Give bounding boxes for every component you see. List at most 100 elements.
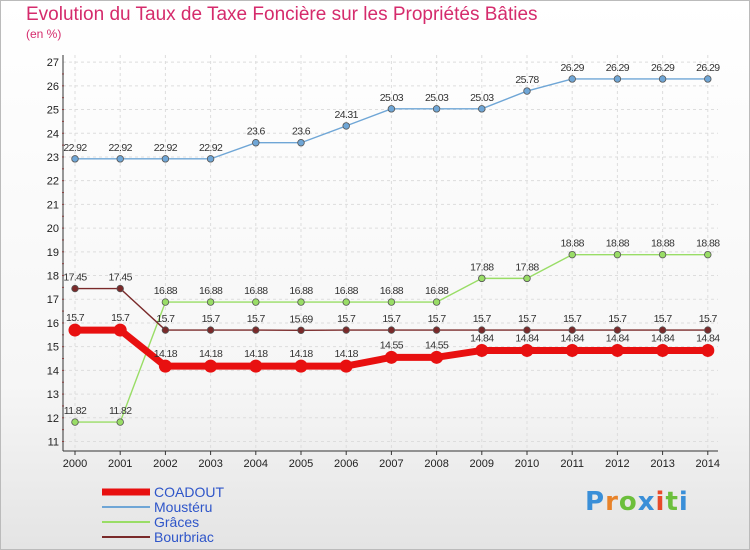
data-label-coadout-2012: 14.84 (606, 332, 630, 344)
y-tick-label-19: 19 (47, 247, 59, 259)
y-tick-label-23: 23 (47, 152, 59, 164)
x-tick-label-2003: 2003 (198, 458, 222, 470)
data-label-gr-ces-2012: 18.88 (606, 238, 630, 250)
data-label-gr-ces-2008: 16.88 (425, 285, 449, 297)
data-point-moust-ru-2013 (658, 75, 667, 83)
data-label-coadout-2003: 14.18 (199, 348, 223, 360)
data-point-moust-ru-2007 (387, 105, 396, 113)
data-label-bourbriac-2007: 15.7 (382, 313, 401, 325)
grid (63, 55, 718, 451)
data-point-gr-ces-2014 (704, 250, 712, 259)
data-point-bourbriac-2013 (658, 326, 667, 334)
data-label-gr-ces-2004: 16.88 (244, 285, 268, 297)
data-label-gr-ces-2009: 17.88 (470, 261, 494, 273)
data-point-moust-ru-2009 (478, 105, 486, 113)
data-point-coadout-2003 (204, 359, 218, 373)
data-label-moust-ru-2003: 22.92 (199, 142, 223, 154)
data-label-coadout-2011: 14.84 (561, 332, 585, 344)
data-label-bourbriac-2002: 15.7 (156, 313, 175, 325)
logo-letter: P (585, 487, 606, 517)
y-tick-label-16: 16 (47, 318, 59, 330)
data-label-gr-ces-2006: 16.88 (335, 285, 359, 297)
data-point-coadout-2008 (430, 350, 444, 364)
data-label-gr-ces-2001: 11.82 (109, 405, 132, 417)
y-tick-label-24: 24 (47, 128, 59, 140)
unit-label: (en %) (26, 27, 62, 41)
data-label-coadout-2007: 14.55 (380, 339, 404, 351)
data-point-coadout-2011 (565, 343, 579, 357)
y-tick-label-21: 21 (47, 199, 59, 211)
data-label-moust-ru-2007: 25.03 (380, 92, 404, 104)
logo-letter: t (665, 487, 679, 517)
y-tick-label-12: 12 (47, 413, 59, 425)
data-point-bourbriac-2009 (478, 326, 486, 334)
data-label-coadout-2000: 15.7 (66, 312, 85, 324)
data-label-coadout-2001: 15.7 (111, 312, 130, 324)
data-point-moust-ru-2010 (523, 87, 531, 95)
x-tick-label-2001: 2001 (108, 458, 132, 470)
data-label-gr-ces-2002: 16.88 (154, 285, 178, 297)
legend-label-gr-ces: Grâces (154, 514, 199, 530)
data-label-coadout-2005: 14.18 (289, 348, 313, 360)
data-label-coadout-2013: 14.84 (651, 332, 675, 344)
y-tick-label-25: 25 (47, 105, 59, 117)
chart-title: Evolution du Taux de Taxe Foncière sur l… (26, 4, 538, 25)
data-label-moust-ru-2010: 25.78 (515, 74, 539, 86)
data-label-moust-ru-2014: 26.29 (696, 62, 720, 74)
data-point-bourbriac-2011 (568, 326, 576, 334)
data-label-coadout-2008: 14.55 (425, 339, 449, 351)
data-point-moust-ru-2008 (432, 105, 441, 113)
data-point-coadout-2000 (68, 323, 82, 337)
data-point-moust-ru-2001 (116, 155, 124, 163)
legend-label-coadout: COADOUT (154, 484, 224, 500)
data-point-coadout-2010 (520, 343, 534, 357)
data-label-bourbriac-2014: 15.7 (699, 313, 718, 325)
data-point-bourbriac-2008 (432, 326, 441, 334)
data-point-bourbriac-2006 (342, 326, 350, 334)
data-label-bourbriac-2003: 15.7 (202, 313, 221, 325)
data-point-bourbriac-2004 (252, 326, 260, 334)
data-point-moust-ru-2014 (704, 75, 712, 83)
data-label-bourbriac-2000: 17.45 (63, 272, 87, 284)
x-tick-label-2004: 2004 (244, 458, 268, 470)
data-point-bourbriac-2005 (297, 326, 305, 335)
data-label-bourbriac-2005: 15.69 (289, 313, 313, 325)
logo-letter: i (678, 487, 689, 517)
data-point-coadout-2013 (656, 343, 670, 357)
data-label-coadout-2014: 14.84 (696, 332, 720, 344)
data-label-coadout-2010: 14.84 (515, 332, 539, 344)
data-label-gr-ces-2013: 18.88 (651, 238, 675, 250)
data-label-bourbriac-2004: 15.7 (247, 313, 266, 325)
data-label-bourbriac-2006: 15.7 (337, 313, 356, 325)
data-point-gr-ces-2011 (568, 250, 576, 259)
data-label-moust-ru-2004: 23.6 (247, 126, 266, 138)
y-tick-label-27: 27 (47, 57, 59, 69)
data-label-gr-ces-2010: 17.88 (515, 261, 539, 273)
data-label-moust-ru-2013: 26.29 (651, 62, 675, 74)
data-point-moust-ru-2006 (342, 122, 350, 130)
logo-letter: o (618, 487, 638, 517)
data-point-bourbriac-2000 (71, 284, 79, 293)
data-point-gr-ces-2007 (387, 298, 396, 306)
data-point-bourbriac-2002 (161, 326, 170, 334)
data-point-gr-ces-2010 (523, 274, 531, 283)
series (68, 75, 715, 426)
data-point-gr-ces-2009 (478, 274, 486, 283)
data-label-moust-ru-2011: 26.29 (561, 62, 585, 74)
data-point-coadout-2014 (701, 343, 715, 357)
data-point-coadout-2001 (113, 323, 127, 337)
x-tick-label-2007: 2007 (379, 458, 403, 470)
data-label-gr-ces-2014: 18.88 (696, 238, 720, 250)
x-tick-label-2000: 2000 (63, 458, 87, 470)
x-tick-label-2005: 2005 (289, 458, 313, 470)
data-label-coadout-2006: 14.18 (335, 348, 359, 360)
x-tick-label-2006: 2006 (334, 458, 358, 470)
data-point-bourbriac-2003 (206, 326, 215, 334)
y-tick-label-17: 17 (47, 294, 59, 306)
data-point-coadout-2009 (475, 343, 489, 357)
data-label-moust-ru-2009: 25.03 (470, 92, 494, 104)
data-point-gr-ces-2012 (613, 250, 622, 259)
